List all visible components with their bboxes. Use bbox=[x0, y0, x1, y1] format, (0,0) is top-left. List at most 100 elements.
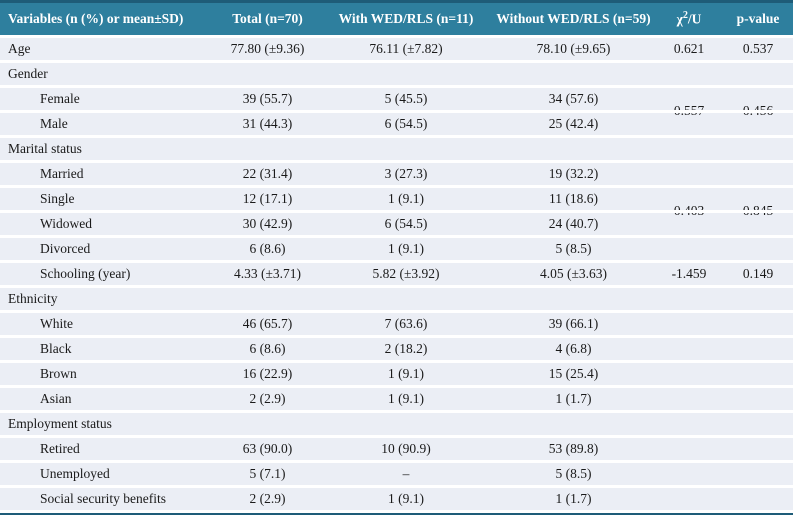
cell-p-value: 0.149 bbox=[742, 266, 774, 281]
cell-with-wed-rls: 6 (54.5) bbox=[384, 116, 428, 131]
cell-variable: Single bbox=[40, 191, 75, 206]
cell-total: 63 (90.0) bbox=[242, 441, 293, 456]
cell-with-wed-rls bbox=[320, 413, 492, 435]
chi-u-suffix: /U bbox=[687, 11, 702, 27]
cell-total bbox=[215, 63, 320, 85]
cell-without-wed-rls: 78.10 (±9.65) bbox=[536, 41, 611, 56]
table-body: Age 77.80 (±9.36) 76.11 (±7.82) 78.10 (±9.6… bbox=[0, 38, 793, 510]
cell-total: 30 (42.9) bbox=[242, 216, 293, 231]
row-gap-stripe bbox=[0, 360, 793, 363]
col-header-with-wed-rls: With WED/RLS (n=11) bbox=[338, 11, 474, 26]
cell-total bbox=[215, 138, 320, 160]
table-row: Retired 63 (90.0) 10 (90.9) 53 (89.8) bbox=[0, 438, 793, 460]
section-row: Employment status bbox=[0, 413, 793, 435]
cell-chi-u bbox=[655, 388, 723, 410]
cell-without-wed-rls: 25 (42.4) bbox=[548, 116, 599, 131]
cell-p-value bbox=[723, 313, 793, 335]
cell-total: 46 (65.7) bbox=[242, 316, 293, 331]
cell-total: 16 (22.9) bbox=[242, 366, 293, 381]
cell-with-wed-rls: 1 (9.1) bbox=[388, 391, 424, 406]
cell-variable: Employment status bbox=[8, 416, 112, 431]
cell-without-wed-rls: 11 (18.6) bbox=[549, 191, 598, 206]
cell-chi-u bbox=[655, 488, 723, 510]
col-header-without-wed-rls: Without WED/RLS (n=59) bbox=[496, 11, 651, 26]
chi-superscript: 2 bbox=[682, 10, 688, 22]
table-row: Widowed 30 (42.9) 6 (54.5) 24 (40.7) bbox=[0, 213, 793, 235]
cell-variable: Widowed bbox=[40, 216, 92, 231]
table-row: Divorced 6 (8.6) 1 (9.1) 5 (8.5) bbox=[0, 238, 793, 260]
section-row: Ethnicity bbox=[0, 288, 793, 310]
cell-variable: White bbox=[40, 316, 73, 331]
table-row: Schooling (year) 4.33 (±3.71) 5.82 (±3.92)… bbox=[0, 263, 793, 285]
cell-with-wed-rls: 2 (18.2) bbox=[384, 341, 428, 356]
cell-p-value bbox=[723, 163, 793, 185]
cell-chi-u bbox=[655, 288, 723, 310]
table-row: Asian 2 (2.9) 1 (9.1) 1 (1.7) bbox=[0, 388, 793, 410]
cell-p-value bbox=[723, 138, 793, 160]
cell-with-wed-rls: 6 (54.5) bbox=[384, 216, 428, 231]
cell-with-wed-rls: 3 (27.3) bbox=[384, 166, 428, 181]
cell-variable: Unemployed bbox=[40, 466, 110, 481]
cell-variable: Age bbox=[8, 41, 31, 56]
cell-with-wed-rls bbox=[320, 63, 492, 85]
chi-symbol: χ bbox=[676, 11, 683, 27]
cell-variable: Marital status bbox=[8, 141, 82, 156]
cell-variable: Divorced bbox=[40, 241, 91, 256]
cell-without-wed-rls bbox=[492, 63, 655, 85]
cell-with-wed-rls: 76.11 (±7.82) bbox=[369, 41, 443, 56]
cell-total: 77.80 (±9.36) bbox=[230, 41, 305, 56]
cell-variable: Retired bbox=[40, 441, 80, 456]
cell-without-wed-rls: 53 (89.8) bbox=[548, 441, 599, 456]
cell-without-wed-rls: 1 (1.7) bbox=[555, 391, 592, 406]
cell-p-value bbox=[723, 63, 793, 85]
section-row: Gender bbox=[0, 63, 793, 85]
cell-variable: Schooling (year) bbox=[40, 266, 131, 281]
table-row: Female 39 (55.7) 5 (45.5) 34 (57.6) bbox=[0, 88, 793, 110]
section-row: Marital status bbox=[0, 138, 793, 160]
col-header-p-value: p-value bbox=[736, 11, 780, 26]
table-header-row: Variables (n (%) or mean±SD) Total (n=70… bbox=[0, 3, 793, 35]
cell-total: 4.33 (±3.71) bbox=[233, 266, 302, 281]
cell-without-wed-rls: 1 (1.7) bbox=[555, 491, 592, 506]
col-header-chi-square-u: χ2/U bbox=[655, 10, 723, 28]
cell-chi-u bbox=[655, 138, 723, 160]
cell-total: 31 (44.3) bbox=[242, 116, 293, 131]
cell-without-wed-rls: 24 (40.7) bbox=[548, 216, 599, 231]
cell-without-wed-rls: 15 (25.4) bbox=[548, 366, 599, 381]
cell-total: 6 (8.6) bbox=[249, 241, 286, 256]
cell-p-value bbox=[723, 438, 793, 460]
cell-p-value bbox=[723, 288, 793, 310]
cell-chi-u: 0.621 bbox=[673, 41, 705, 56]
cell-with-wed-rls: 1 (9.1) bbox=[388, 491, 424, 506]
cell-with-wed-rls: 5 (45.5) bbox=[384, 91, 428, 106]
cell-without-wed-rls: 39 (66.1) bbox=[548, 316, 599, 331]
cell-chi-u bbox=[655, 438, 723, 460]
cell-chi-u bbox=[655, 63, 723, 85]
cell-total: 5 (7.1) bbox=[249, 466, 286, 481]
cell-without-wed-rls: 5 (8.5) bbox=[555, 241, 592, 256]
cell-p-value bbox=[723, 488, 793, 510]
cell-without-wed-rls bbox=[492, 138, 655, 160]
cell-with-wed-rls: 5.82 (±3.92) bbox=[372, 266, 440, 281]
cell-chi-u bbox=[655, 163, 723, 185]
cell-p-value bbox=[723, 413, 793, 435]
cell-variable: Married bbox=[40, 166, 84, 181]
cell-without-wed-rls bbox=[492, 288, 655, 310]
cell-p-value bbox=[723, 388, 793, 410]
cell-variable: Asian bbox=[40, 391, 72, 406]
row-gap-stripe bbox=[0, 210, 793, 213]
table-row: Married 22 (31.4) 3 (27.3) 19 (32.2) bbox=[0, 163, 793, 185]
cell-without-wed-rls: 5 (8.5) bbox=[555, 466, 592, 481]
cell-variable: Brown bbox=[40, 366, 77, 381]
table-row: Unemployed 5 (7.1) – 5 (8.5) bbox=[0, 463, 793, 485]
table-row: White 46 (65.7) 7 (63.6) 39 (66.1) bbox=[0, 313, 793, 335]
table-row: Age 77.80 (±9.36) 76.11 (±7.82) 78.10 (±9.6… bbox=[0, 38, 793, 60]
col-header-variables: Variables (n (%) or mean±SD) bbox=[8, 11, 184, 26]
cell-p-value bbox=[723, 238, 793, 260]
cell-chi-u bbox=[655, 413, 723, 435]
cell-with-wed-rls: 1 (9.1) bbox=[388, 241, 424, 256]
cell-variable: Male bbox=[40, 116, 68, 131]
cell-total: 39 (55.7) bbox=[242, 91, 293, 106]
cell-variable: Ethnicity bbox=[8, 291, 58, 306]
